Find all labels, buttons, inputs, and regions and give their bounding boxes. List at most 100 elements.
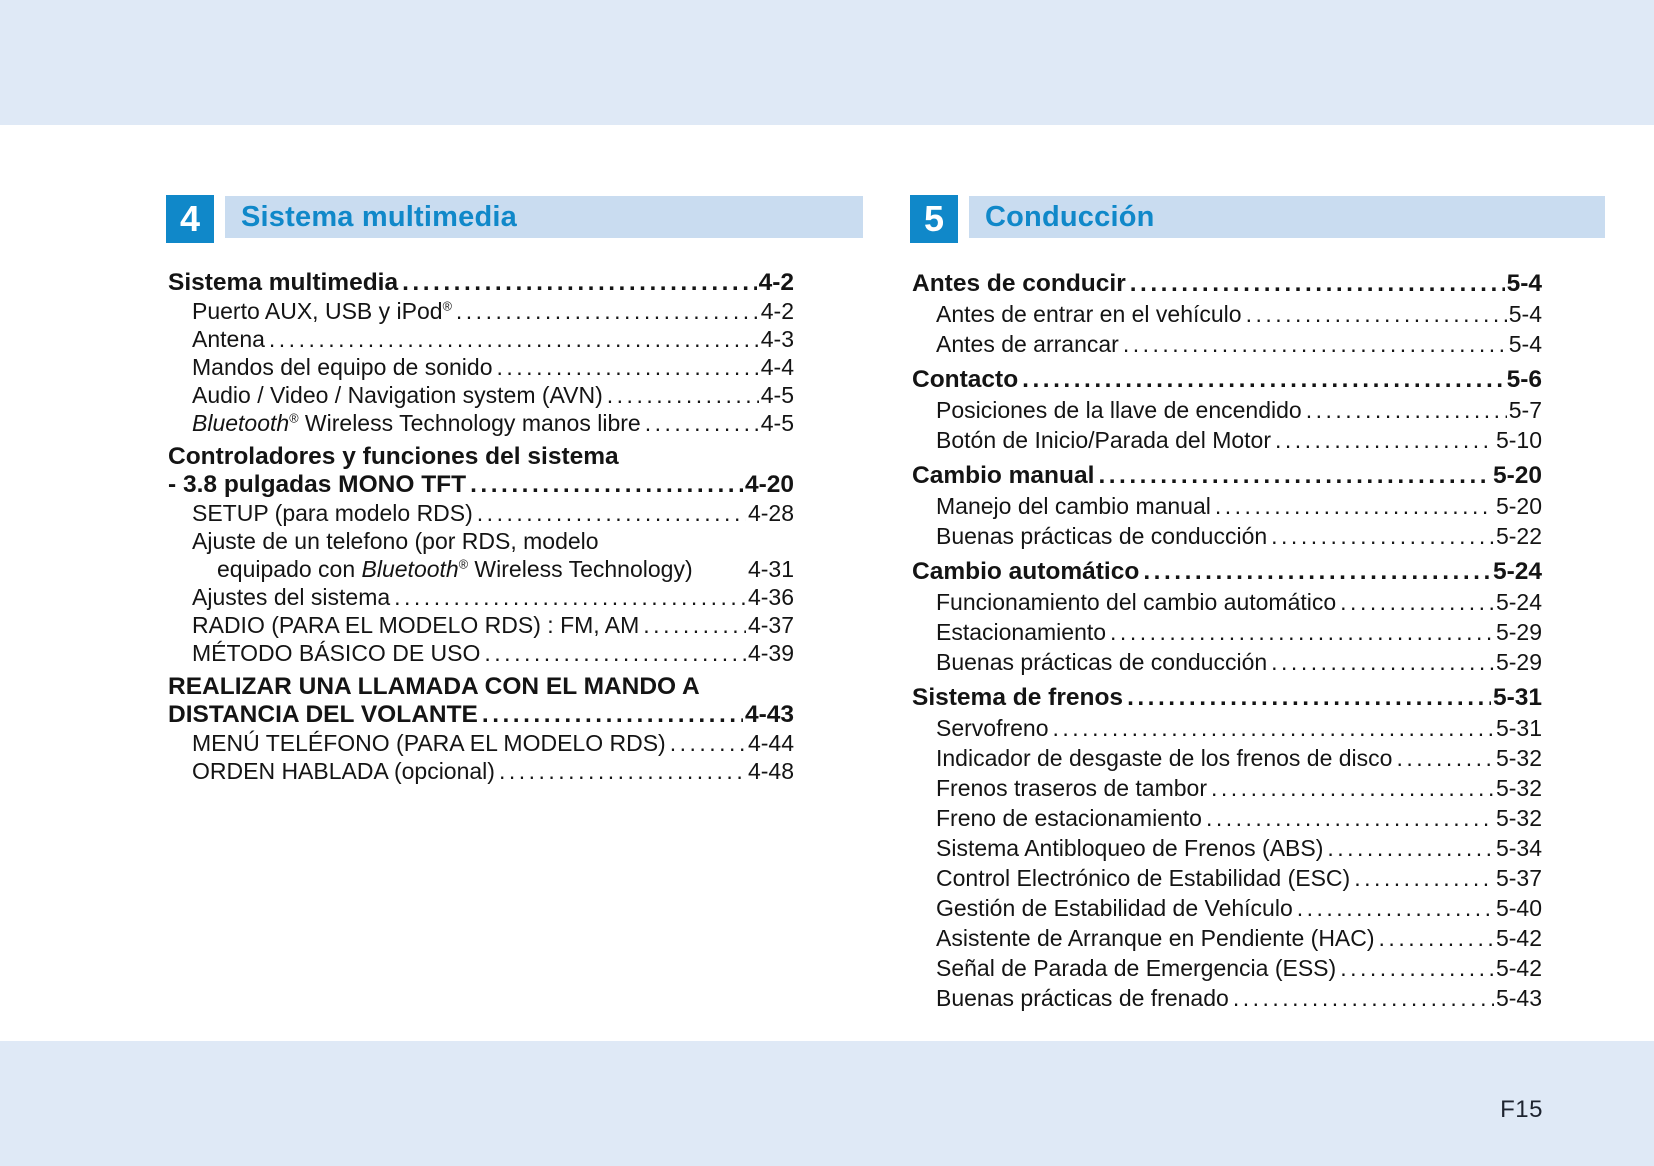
dot-leader bbox=[1022, 365, 1504, 395]
page-number: 4-36 bbox=[747, 584, 794, 610]
page-number: 4-2 bbox=[760, 298, 794, 324]
dot-leader bbox=[607, 381, 759, 409]
toc-entry: Controladores y funciones del sistema bbox=[168, 443, 794, 471]
dot-leader bbox=[402, 269, 756, 297]
toc-entry: equipado con Bluetooth® Wireless Technol… bbox=[168, 555, 794, 583]
dot-leader bbox=[394, 583, 746, 611]
page-number: 4-48 bbox=[747, 758, 794, 784]
dot-leader bbox=[1275, 425, 1494, 455]
page-number: 5-29 bbox=[1495, 619, 1542, 645]
toc-entry-text: ORDEN HABLADA (opcional) bbox=[192, 758, 495, 784]
dot-leader bbox=[1246, 299, 1507, 329]
toc-entry-text: equipado con Bluetooth® Wireless Technol… bbox=[217, 556, 693, 582]
toc-entry: Mandos del equipo de sonido 4-4 bbox=[168, 353, 794, 381]
dot-leader bbox=[1215, 491, 1494, 521]
page-number: 5-29 bbox=[1495, 649, 1542, 675]
toc-entry: Botón de Inicio/Parada del Motor 5-10 bbox=[912, 425, 1542, 455]
page-number: 5-32 bbox=[1495, 745, 1542, 771]
page-number: 4-5 bbox=[760, 382, 794, 408]
toc-entry-text: Sistema Antibloqueo de Frenos (ABS) bbox=[936, 835, 1324, 861]
toc-entry-text: Estacionamiento bbox=[936, 619, 1107, 645]
page-number: 5-20 bbox=[1495, 493, 1542, 519]
page-number: 5-24 bbox=[1495, 589, 1542, 615]
page-number: 5-37 bbox=[1495, 865, 1542, 891]
toc-entry-text: Ajuste de un telefono (por RDS, modelo bbox=[192, 528, 599, 554]
dot-leader bbox=[1340, 587, 1494, 617]
toc-entry: Sistema multimedia 4-2 bbox=[168, 269, 794, 297]
toc-entry: Freno de estacionamiento 5-32 bbox=[912, 803, 1542, 833]
toc-entry: Servofreno 5-31 bbox=[912, 713, 1542, 743]
section-title: Sistema multimedia bbox=[241, 200, 517, 233]
toc-entry: Buenas prácticas de conducción 5-29 bbox=[912, 647, 1542, 677]
page-number: 5-32 bbox=[1495, 805, 1542, 831]
toc-entry: Bluetooth® Wireless Technology manos lib… bbox=[168, 409, 794, 437]
toc-entry: Funcionamiento del cambio automático 5-24 bbox=[912, 587, 1542, 617]
section-number-badge: 4 bbox=[166, 195, 214, 243]
toc-entry-text: Antena bbox=[192, 326, 265, 352]
toc-entry-text: Antes de entrar en el vehículo bbox=[936, 301, 1242, 327]
dot-leader bbox=[1098, 461, 1491, 491]
page-number: 5-20 bbox=[1492, 462, 1542, 489]
page-number: 5-31 bbox=[1492, 684, 1542, 711]
toc-entry: Estacionamiento 5-29 bbox=[912, 617, 1542, 647]
page-number: 4-20 bbox=[744, 471, 794, 498]
section-title: Conducción bbox=[985, 200, 1155, 233]
top-band bbox=[0, 0, 1654, 125]
page-number: 4-3 bbox=[760, 326, 794, 352]
toc-entry-text: Mandos del equipo de sonido bbox=[192, 354, 493, 380]
toc-entry: Asistente de Arranque en Pendiente (HAC)… bbox=[912, 923, 1542, 953]
toc-entry-text: Contacto bbox=[912, 366, 1019, 393]
dot-leader bbox=[1297, 893, 1494, 923]
page-number: 4-43 bbox=[744, 701, 794, 728]
page-number: 4-5 bbox=[760, 410, 794, 436]
dot-leader bbox=[1130, 269, 1505, 299]
dot-leader bbox=[1271, 647, 1494, 677]
section-number-badge: 5 bbox=[910, 195, 958, 243]
toc-entry-text: Sistema multimedia bbox=[168, 269, 399, 296]
toc-entry: Manejo del cambio manual 5-20 bbox=[912, 491, 1542, 521]
toc-entry: Audio / Video / Navigation system (AVN) 4… bbox=[168, 381, 794, 409]
dot-leader bbox=[497, 353, 759, 381]
toc-entry: RADIO (PARA EL MODELO RDS) : FM, AM 4-37 bbox=[168, 611, 794, 639]
toc-entry: Señal de Parada de Emergencia (ESS) 5-42 bbox=[912, 953, 1542, 983]
toc-entry: Ajuste de un telefono (por RDS, modelo bbox=[168, 527, 794, 555]
dot-leader bbox=[269, 325, 759, 353]
page-number: 5-42 bbox=[1495, 925, 1542, 951]
dot-leader bbox=[1379, 923, 1494, 953]
dot-leader bbox=[1123, 329, 1507, 359]
page-number: 4-28 bbox=[747, 500, 794, 526]
toc-entry: REALIZAR UNA LLAMADA CON EL MANDO A bbox=[168, 673, 794, 701]
toc-entry-text: Controladores y funciones del sistema bbox=[168, 443, 619, 470]
toc-entry: Buenas prácticas de frenado 5-43 bbox=[912, 983, 1542, 1013]
toc-entry-text: Asistente de Arranque en Pendiente (HAC) bbox=[936, 925, 1375, 951]
toc-entry: Gestión de Estabilidad de Vehículo 5-40 bbox=[912, 893, 1542, 923]
toc-entry: Buenas prácticas de conducción 5-22 bbox=[912, 521, 1542, 551]
toc-entry-text: Gestión de Estabilidad de Vehículo bbox=[936, 895, 1293, 921]
toc-entry-text: REALIZAR UNA LLAMADA CON EL MANDO A bbox=[168, 673, 700, 700]
toc-entry-text: Buenas prácticas de conducción bbox=[936, 523, 1268, 549]
dot-leader bbox=[1340, 953, 1494, 983]
toc-entry: Antes de entrar en el vehículo 5-4 bbox=[912, 299, 1542, 329]
bottom-band bbox=[0, 1041, 1654, 1166]
toc-entry: MÉTODO BÁSICO DE USO 4-39 bbox=[168, 639, 794, 667]
toc-entry: Control Electrónico de Estabilidad (ESC)… bbox=[912, 863, 1542, 893]
toc-entry-text: RADIO (PARA EL MODELO RDS) : FM, AM bbox=[192, 612, 640, 638]
toc-entry: ORDEN HABLADA (opcional) 4-48 bbox=[168, 757, 794, 785]
toc-entry-text: Cambio automático bbox=[912, 558, 1140, 585]
dot-leader bbox=[484, 639, 746, 667]
toc-entry-text: Sistema de frenos bbox=[912, 684, 1124, 711]
page-number: 5-43 bbox=[1495, 985, 1542, 1011]
dot-leader bbox=[499, 757, 746, 785]
toc-entry-text: Cambio manual bbox=[912, 462, 1095, 489]
toc-entry: Sistema Antibloqueo de Frenos (ABS) 5-34 bbox=[912, 833, 1542, 863]
page-number: 4-37 bbox=[747, 612, 794, 638]
toc-entry-text: Funcionamiento del cambio automático bbox=[936, 589, 1337, 615]
section-header-conduccion: 5 Conducción bbox=[910, 195, 1605, 243]
dot-leader bbox=[643, 611, 746, 639]
section-title-bar: Conducción bbox=[969, 196, 1605, 238]
toc-entry: Ajustes del sistema 4-36 bbox=[168, 583, 794, 611]
toc-entry-text: Posiciones de la llave de encendido bbox=[936, 397, 1302, 423]
toc-entry-text: Manejo del cambio manual bbox=[936, 493, 1211, 519]
